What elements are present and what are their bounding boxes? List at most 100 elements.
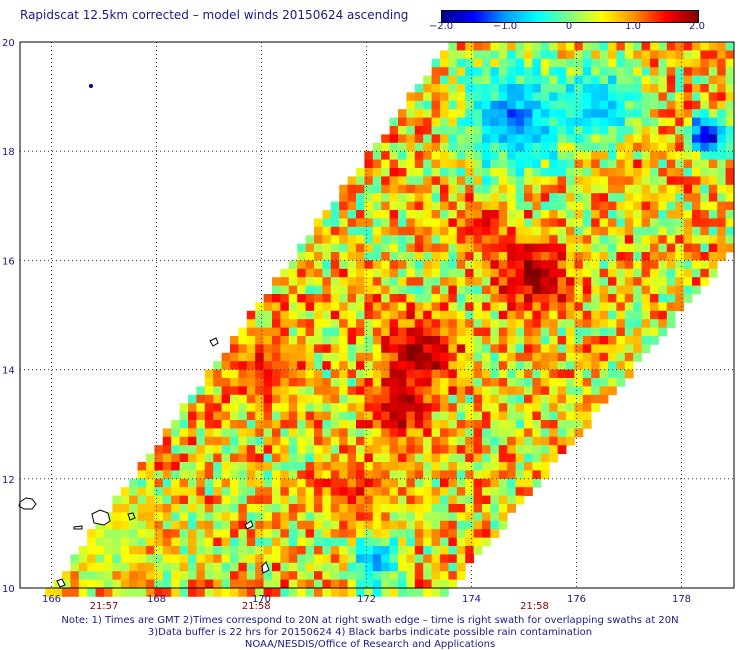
wind-difference-cell (398, 260, 407, 270)
wind-difference-cell (297, 302, 306, 312)
wind-difference-cell (272, 487, 281, 496)
wind-difference-cell (725, 84, 735, 93)
wind-difference-cell (608, 378, 617, 387)
wind-difference-cell (423, 420, 432, 429)
wind-difference-cell (549, 386, 558, 396)
wind-difference-cell (498, 277, 508, 286)
wind-difference-cell (498, 403, 508, 412)
wind-difference-cell (314, 428, 323, 438)
wind-difference-cell (591, 218, 600, 228)
wind-difference-cell (498, 352, 508, 362)
wind-difference-cell (104, 588, 113, 597)
wind-difference-cell (104, 554, 113, 564)
wind-difference-cell (692, 193, 701, 202)
wind-difference-cell (381, 235, 390, 244)
wind-difference-cell (263, 554, 273, 564)
wind-difference-cell (666, 285, 676, 295)
wind-difference-cell (591, 210, 600, 219)
wind-difference-cell (465, 428, 474, 438)
wind-difference-cell (608, 252, 617, 261)
wind-difference-cell (448, 184, 458, 194)
wind-difference-cell (221, 478, 231, 488)
wind-difference-cell (708, 92, 718, 102)
wind-difference-cell (314, 487, 323, 496)
wind-difference-cell (448, 294, 458, 303)
wind-difference-cell (423, 243, 432, 253)
wind-difference-cell (381, 470, 390, 480)
wind-difference-cell (440, 378, 449, 387)
wind-difference-cell (599, 327, 609, 337)
wind-difference-cell (608, 176, 617, 186)
wind-difference-cell (213, 470, 222, 480)
wind-difference-cell (398, 344, 407, 354)
wind-difference-cell (456, 294, 466, 303)
wind-difference-cell (683, 294, 693, 303)
wind-difference-cell (330, 436, 340, 446)
wind-difference-cell (322, 495, 332, 505)
wind-difference-cell (708, 193, 718, 202)
wind-difference-cell (666, 226, 676, 236)
wind-difference-cell (473, 529, 483, 538)
wind-difference-cell (482, 218, 491, 228)
wind-difference-cell (440, 117, 449, 127)
wind-difference-cell (692, 126, 701, 135)
wind-difference-cell (70, 562, 80, 572)
wind-difference-cell (347, 504, 357, 513)
wind-difference-cell (633, 168, 642, 177)
wind-difference-cell (272, 520, 281, 530)
wind-difference-cell (431, 260, 441, 270)
wind-difference-cell (482, 428, 491, 438)
wind-difference-cell (549, 142, 558, 152)
wind-difference-cell (372, 210, 382, 219)
wind-difference-cell (347, 268, 357, 278)
wind-difference-cell (288, 361, 298, 370)
wind-difference-cell (532, 235, 542, 244)
wind-difference-cell (305, 285, 315, 295)
wind-difference-cell (456, 50, 466, 60)
wind-difference-cell (574, 235, 584, 244)
wind-difference-cell (641, 226, 651, 236)
wind-difference-cell (624, 184, 634, 194)
note-line-2: 3)Data buffer is 22 hrs for 20150624 4) … (147, 627, 593, 638)
wind-difference-cell (591, 67, 600, 76)
wind-difference-cell (473, 218, 483, 228)
wind-difference-cell (347, 252, 357, 261)
wind-difference-cell (162, 512, 172, 522)
wind-difference-cell (456, 487, 466, 496)
wind-difference-cell (675, 285, 684, 295)
wind-difference-cell (574, 210, 584, 219)
wind-difference-cell (566, 142, 575, 152)
wind-difference-cell (179, 562, 189, 572)
wind-difference-cell (456, 151, 466, 160)
wind-difference-cell (490, 420, 500, 429)
wind-difference-cell (465, 184, 474, 194)
wind-difference-cell (540, 210, 550, 219)
wind-difference-cell (440, 67, 449, 76)
wind-difference-cell (566, 193, 575, 202)
wind-difference-cell (666, 252, 676, 261)
wind-difference-cell (591, 193, 600, 202)
wind-difference-cell (364, 235, 374, 244)
wind-difference-cell (616, 226, 626, 236)
wind-difference-cell (524, 462, 533, 471)
wind-difference-cell (297, 277, 306, 286)
wind-difference-cell (557, 319, 567, 328)
wind-difference-cell (314, 411, 323, 421)
wind-difference-cell (297, 579, 306, 589)
wind-difference-cell (288, 529, 298, 538)
wind-difference-cell (263, 378, 273, 387)
wind-difference-cell (398, 117, 407, 127)
wind-difference-cell (255, 394, 264, 404)
wind-difference-cell (389, 537, 399, 547)
wind-difference-cell (364, 411, 374, 421)
wind-difference-cell (406, 394, 416, 404)
wind-difference-cell (87, 554, 96, 564)
wind-difference-cell (658, 277, 668, 286)
wind-difference-cell (482, 260, 491, 270)
wind-difference-cell (297, 394, 306, 404)
colorbar-tick-label: 2.0 (689, 21, 705, 32)
wind-difference-cell (347, 285, 357, 295)
wind-difference-cell (171, 537, 180, 547)
wind-difference-cell (339, 571, 348, 580)
wind-difference-cell (482, 369, 491, 379)
